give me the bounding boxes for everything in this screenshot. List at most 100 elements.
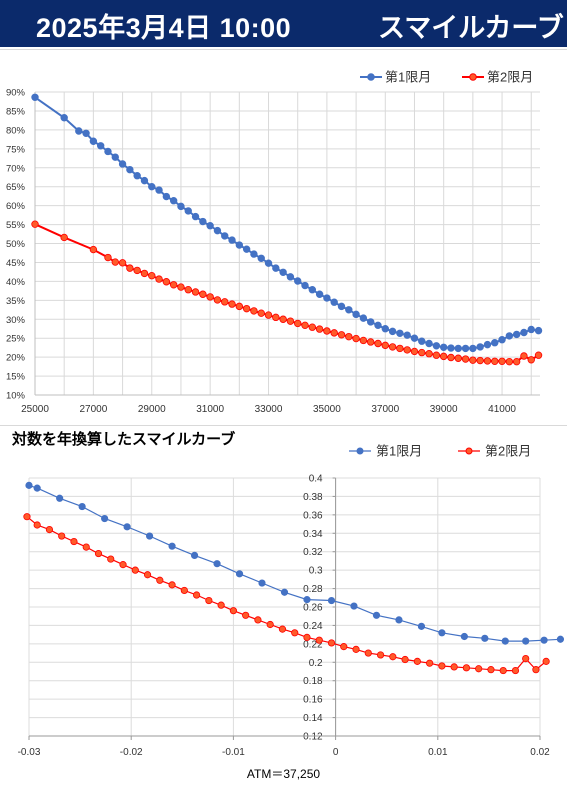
y-tick-label: 0.16 xyxy=(303,695,323,706)
data-point xyxy=(266,620,274,629)
data-point xyxy=(447,344,455,352)
data-point xyxy=(155,186,163,194)
chart2-title: 対数を年換算したスマイルカーブ xyxy=(12,431,236,448)
data-point xyxy=(425,339,433,348)
y-tick-label: 10% xyxy=(6,391,26,402)
data-point xyxy=(308,286,317,294)
data-point xyxy=(345,332,353,341)
y-tick-label: 20% xyxy=(6,353,26,364)
x-tick-label: 0 xyxy=(333,747,339,758)
data-point xyxy=(438,629,446,637)
data-point xyxy=(323,294,331,302)
chart-panel-1: 10% 15% 20% 25% 30% 35% 40% 45% 50% 55% 60% 65% 70% 7… xyxy=(0,49,567,425)
data-point xyxy=(481,634,489,642)
data-point xyxy=(505,357,514,366)
data-point xyxy=(418,348,426,357)
data-point xyxy=(118,259,127,267)
data-point xyxy=(327,639,336,647)
data-point xyxy=(254,616,262,624)
data-point xyxy=(264,259,273,267)
data-point xyxy=(534,326,543,335)
data-point xyxy=(540,636,548,644)
y-tick-label: 25% xyxy=(6,334,26,345)
data-point xyxy=(542,657,550,665)
data-point xyxy=(177,202,185,211)
data-point xyxy=(126,165,134,174)
data-point xyxy=(228,236,236,244)
data-point xyxy=(279,268,287,276)
data-point xyxy=(395,616,403,624)
data-point xyxy=(155,275,163,283)
data-point xyxy=(82,129,90,137)
data-point xyxy=(505,332,514,340)
log-smile-curve-chart: 0.12 0.14 0.16 0.18 0.2 0.22 0.24 0.26 0.28 0.3 0.… xyxy=(18,444,565,758)
data-point xyxy=(374,321,382,330)
data-point xyxy=(242,611,250,619)
data-point xyxy=(439,343,448,351)
data-point xyxy=(483,340,492,349)
data-point xyxy=(45,526,54,534)
y-tick-label: 90% xyxy=(6,88,26,99)
data-point xyxy=(450,663,458,671)
x-tick-label: 37000 xyxy=(371,404,399,415)
data-point xyxy=(168,542,176,550)
data-point xyxy=(213,560,221,568)
data-point xyxy=(258,579,266,587)
data-point xyxy=(410,334,419,342)
data-point xyxy=(250,250,258,258)
data-point xyxy=(123,523,131,531)
data-point xyxy=(250,307,258,315)
data-point xyxy=(235,241,244,249)
data-point xyxy=(352,310,360,319)
data-point xyxy=(388,343,397,351)
y-tick-label: 65% xyxy=(6,182,26,193)
data-point xyxy=(401,655,409,664)
y-tick-label: 0.32 xyxy=(303,547,323,558)
data-point xyxy=(323,327,331,335)
data-point xyxy=(131,566,139,574)
data-point xyxy=(89,137,98,145)
data-point xyxy=(148,182,156,191)
data-point xyxy=(168,581,176,589)
data-point xyxy=(107,555,115,563)
data-point xyxy=(286,273,295,281)
data-point xyxy=(315,325,324,333)
data-point xyxy=(527,325,535,334)
data-point xyxy=(303,596,311,604)
data-point xyxy=(221,298,229,306)
data-point xyxy=(352,334,360,343)
header-date: 2025年3月4日 10:00 xyxy=(36,13,292,43)
y-tick-label: 55% xyxy=(6,220,26,231)
data-point xyxy=(25,481,33,489)
x-tick-label: -0.03 xyxy=(18,747,41,758)
data-point xyxy=(501,637,509,645)
x-tick-label: 35000 xyxy=(313,404,341,415)
data-point xyxy=(491,339,499,347)
data-point xyxy=(229,607,237,615)
smile-curve-chart: 10% 15% 20% 25% 30% 35% 40% 45% 50% 55% 60% 65% 70% 7… xyxy=(6,70,543,415)
data-point xyxy=(337,331,346,339)
data-point xyxy=(366,338,375,346)
legend-marker-2 xyxy=(465,447,473,455)
y-tick-label: 0.34 xyxy=(303,529,323,540)
data-point xyxy=(532,666,540,674)
header-title: スマイルカーブ xyxy=(378,13,564,43)
data-point xyxy=(133,172,141,180)
x-tick-label: 33000 xyxy=(255,404,283,415)
data-point xyxy=(512,330,521,339)
data-point xyxy=(413,657,421,665)
data-point xyxy=(340,643,348,651)
data-point xyxy=(145,532,154,540)
data-point xyxy=(403,331,411,339)
data-point xyxy=(60,233,68,242)
y-tick-label: 0.22 xyxy=(303,639,323,650)
data-point xyxy=(119,561,127,569)
data-point xyxy=(162,192,171,201)
data-point xyxy=(23,513,31,521)
data-point xyxy=(180,586,188,595)
data-point xyxy=(522,637,530,645)
series-line-1 xyxy=(34,96,539,350)
data-point xyxy=(206,221,214,230)
y-tick-label: 85% xyxy=(6,106,26,117)
data-point xyxy=(278,625,287,633)
